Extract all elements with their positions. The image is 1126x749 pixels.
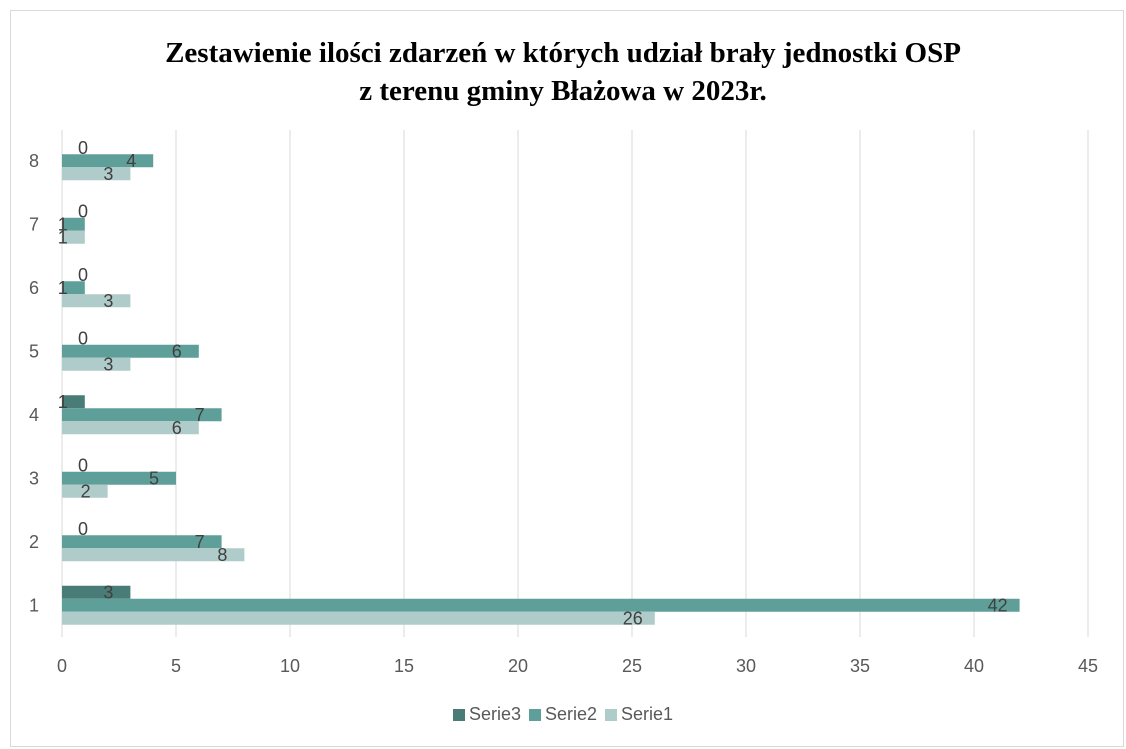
data-label: 0 — [78, 138, 88, 158]
data-label: 4 — [126, 151, 136, 171]
data-label: 42 — [988, 595, 1008, 615]
y-tick-label: 6 — [29, 278, 39, 298]
data-label: 6 — [172, 418, 182, 438]
bar-serie1 — [62, 294, 131, 308]
data-label: 3 — [103, 354, 113, 374]
x-tick-label: 30 — [736, 656, 756, 676]
y-tick-label: 8 — [29, 151, 39, 171]
x-tick-label: 15 — [394, 656, 414, 676]
x-tick-label: 20 — [508, 656, 528, 676]
data-label: 7 — [195, 532, 205, 552]
chart-title-line-2: z terenu gminy Błażowa w 2023r. — [359, 75, 767, 107]
data-label: 2 — [81, 481, 91, 501]
legend-item-serie2: Serie2 — [528, 704, 598, 725]
x-tick-label: 35 — [850, 656, 870, 676]
bar-serie2 — [62, 535, 222, 549]
y-tick-label: 3 — [29, 468, 39, 488]
y-tick-label: 1 — [29, 595, 39, 615]
legend-label: Serie1 — [621, 704, 674, 724]
data-label: 1 — [58, 278, 68, 298]
bar-serie2 — [62, 217, 85, 231]
bar-serie2 — [62, 344, 199, 358]
bar-serie1 — [62, 548, 245, 562]
legend-swatch — [528, 708, 541, 721]
data-label: 0 — [78, 455, 88, 475]
x-tick-label: 10 — [280, 656, 300, 676]
y-tick-label: 4 — [29, 405, 39, 425]
y-tick-label: 7 — [29, 214, 39, 234]
data-label: 0 — [78, 201, 88, 221]
y-tick-label: 5 — [29, 341, 39, 361]
data-label: 6 — [172, 341, 182, 361]
data-label: 1 — [58, 392, 68, 412]
data-label: 0 — [78, 265, 88, 285]
bar-serie2 — [62, 471, 176, 485]
bar-serie1 — [62, 357, 131, 371]
legend-item-serie1: Serie1 — [605, 704, 673, 725]
y-tick-label: 2 — [29, 532, 39, 552]
data-label: 0 — [78, 519, 88, 539]
x-tick-label: 5 — [171, 656, 181, 676]
legend-swatch — [605, 708, 618, 721]
x-tick-label: 0 — [57, 656, 67, 676]
data-label: 7 — [195, 405, 205, 425]
bar-serie2 — [62, 408, 222, 422]
data-label: 8 — [217, 545, 227, 565]
chart-title-line-1: Zestawienie ilości zdarzeń w których udz… — [165, 37, 961, 69]
chart-legend: Serie3 Serie2 Serie1 — [0, 704, 1126, 725]
data-label: 0 — [78, 328, 88, 348]
bar-serie1 — [62, 484, 108, 498]
legend-swatch — [452, 708, 465, 721]
chart-title: Zestawienie ilości zdarzeń w których udz… — [0, 34, 1126, 110]
data-label: 3 — [103, 291, 113, 311]
x-tick-label: 25 — [622, 656, 642, 676]
bar-serie1 — [62, 167, 131, 181]
legend-label: Serie3 — [468, 704, 521, 724]
bar-serie1 — [62, 230, 85, 244]
bar-serie1 — [62, 421, 199, 435]
bar-serie3 — [62, 395, 85, 409]
bar-serie1 — [62, 611, 655, 625]
data-label: 3 — [103, 582, 113, 602]
data-label: 1 — [58, 214, 68, 234]
bar-serie3 — [62, 585, 131, 599]
data-label: 5 — [149, 468, 159, 488]
data-label: 26 — [623, 608, 643, 628]
legend-label: Serie2 — [544, 704, 598, 724]
bar-serie2 — [62, 281, 85, 295]
x-tick-label: 40 — [964, 656, 984, 676]
bar-serie2 — [62, 598, 1020, 612]
legend-item-serie3: Serie3 — [452, 704, 521, 725]
bar-serie2 — [62, 154, 154, 168]
data-label: 1 — [58, 227, 68, 247]
data-label: 3 — [103, 164, 113, 184]
x-tick-label: 45 — [1078, 656, 1098, 676]
